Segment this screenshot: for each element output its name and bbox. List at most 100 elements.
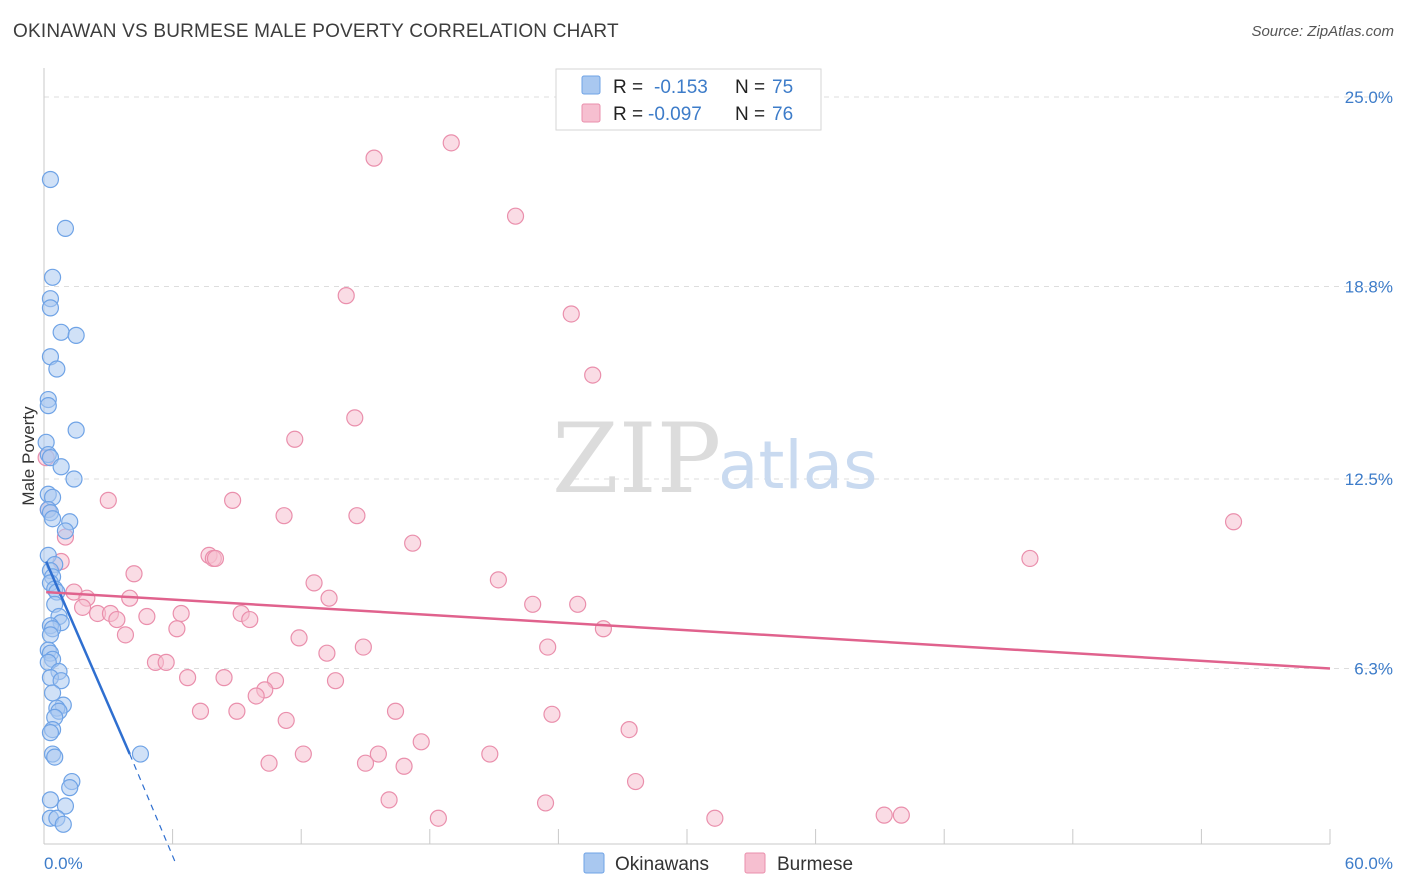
data-point bbox=[116, 626, 135, 644]
series-swatch-okinawans bbox=[583, 852, 605, 874]
data-point bbox=[206, 549, 225, 568]
data-point bbox=[706, 809, 724, 827]
source-label: Source: ZipAtlas.com bbox=[1251, 23, 1394, 40]
legend-r-label-1: R = bbox=[613, 77, 643, 98]
correlation-legend: R = -0.153 N = 75 R = -0.097 N = 76 bbox=[555, 68, 822, 131]
y-tick-label: 6.3% bbox=[1354, 659, 1393, 678]
data-point bbox=[369, 745, 387, 763]
data-point bbox=[320, 589, 338, 607]
watermark: ZIP atlas bbox=[552, 403, 878, 515]
x-tick-label-min: 0.0% bbox=[44, 854, 83, 873]
data-point bbox=[442, 134, 460, 152]
x-tick-label-max: 60.0% bbox=[1345, 854, 1393, 873]
data-point bbox=[52, 323, 70, 341]
burmese-trend-line bbox=[46, 590, 1331, 670]
data-point bbox=[99, 491, 117, 509]
data-point bbox=[506, 207, 525, 225]
data-point bbox=[594, 620, 613, 638]
watermark-zip: ZIP bbox=[552, 403, 721, 515]
data-point bbox=[172, 604, 190, 623]
y-tick-label: 18.8% bbox=[1345, 277, 1393, 296]
data-point bbox=[108, 610, 126, 629]
data-point bbox=[395, 757, 413, 775]
data-point bbox=[539, 638, 557, 656]
data-point bbox=[260, 754, 278, 772]
data-point bbox=[584, 366, 602, 384]
data-point bbox=[489, 571, 507, 589]
data-point bbox=[39, 397, 57, 415]
data-point bbox=[404, 534, 422, 552]
data-point bbox=[157, 653, 175, 671]
data-point bbox=[56, 522, 75, 540]
data-point bbox=[348, 507, 366, 525]
data-point bbox=[326, 672, 345, 690]
data-point bbox=[318, 644, 336, 662]
legend-n-value-1: 75 bbox=[772, 77, 793, 98]
data-point bbox=[524, 595, 542, 613]
data-point bbox=[228, 702, 246, 720]
data-point bbox=[56, 219, 75, 238]
data-point bbox=[286, 430, 304, 448]
data-point bbox=[65, 470, 83, 488]
data-point bbox=[247, 687, 265, 705]
data-point bbox=[67, 421, 85, 439]
series-label-okinawans: Okinawans bbox=[615, 854, 709, 875]
legend-r-value-2: -0.097 bbox=[648, 104, 702, 125]
legend-n-label-1: N = bbox=[735, 77, 765, 98]
series-legend: Okinawans Burmese bbox=[583, 852, 853, 875]
x-axis-ticks bbox=[172, 829, 1331, 844]
data-point bbox=[412, 733, 430, 751]
burmese-points bbox=[37, 134, 1243, 827]
legend-n-label-2: N = bbox=[735, 104, 765, 125]
data-point bbox=[73, 598, 92, 616]
data-point bbox=[52, 458, 70, 476]
legend-swatch-blue bbox=[581, 75, 601, 95]
data-point bbox=[54, 815, 72, 833]
legend-r-value-1: -0.153 bbox=[654, 77, 708, 98]
y-axis-tick-labels: 6.3% 12.5% 18.8% 25.0% bbox=[1345, 88, 1393, 678]
data-point bbox=[138, 607, 156, 626]
data-point bbox=[569, 595, 587, 613]
data-point bbox=[67, 326, 85, 344]
data-point bbox=[131, 745, 150, 763]
okinawans-points bbox=[37, 170, 150, 833]
data-point bbox=[191, 702, 210, 720]
okinawans-trend-extension bbox=[129, 753, 176, 862]
data-point bbox=[41, 170, 60, 189]
data-point bbox=[337, 287, 355, 305]
y-tick-label: 12.5% bbox=[1345, 470, 1393, 489]
legend-r-label-2: R = bbox=[613, 104, 643, 125]
data-point bbox=[43, 510, 62, 528]
data-point bbox=[168, 620, 186, 638]
data-point bbox=[275, 507, 293, 525]
data-point bbox=[294, 745, 312, 763]
watermark-atlas: atlas bbox=[718, 427, 878, 504]
data-point bbox=[536, 794, 555, 812]
series-label-burmese: Burmese bbox=[777, 854, 853, 875]
data-point bbox=[41, 299, 60, 317]
data-point bbox=[875, 806, 893, 824]
legend-n-value-2: 76 bbox=[772, 104, 793, 125]
data-point bbox=[354, 638, 372, 656]
data-point bbox=[543, 705, 561, 723]
series-swatch-burmese bbox=[744, 852, 766, 874]
y-tick-label: 25.0% bbox=[1345, 88, 1393, 107]
data-point bbox=[365, 149, 383, 167]
data-point bbox=[56, 797, 75, 815]
data-point bbox=[380, 791, 398, 809]
data-point bbox=[61, 779, 79, 797]
data-point bbox=[241, 610, 259, 629]
data-point bbox=[429, 809, 447, 827]
data-point bbox=[386, 702, 405, 720]
data-point bbox=[346, 409, 364, 427]
data-point bbox=[41, 626, 60, 644]
data-point bbox=[481, 745, 499, 763]
chart-title: OKINAWAN VS BURMESE MALE POVERTY CORRELA… bbox=[13, 21, 619, 42]
gridlines bbox=[44, 96, 1393, 669]
data-point bbox=[48, 360, 66, 378]
data-point bbox=[356, 754, 375, 772]
data-point bbox=[52, 672, 70, 690]
data-point bbox=[43, 268, 62, 286]
data-point bbox=[215, 669, 233, 687]
